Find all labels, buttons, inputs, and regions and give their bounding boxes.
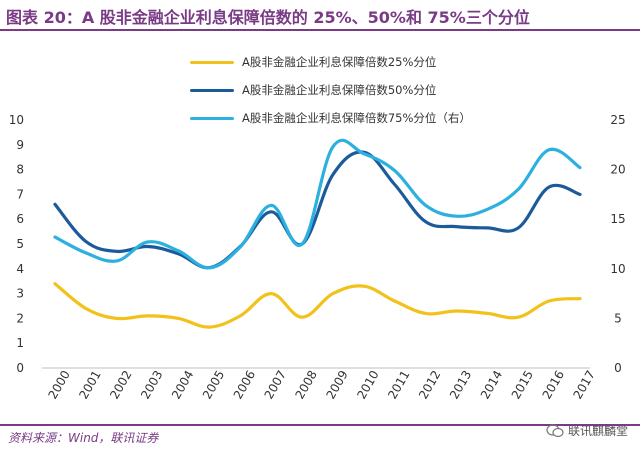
footer-divider (0, 424, 640, 426)
right-axis-tick-label: 15 (610, 212, 625, 226)
left-axis-tick-label: 4 (16, 262, 24, 276)
left-axis-tick-label: 5 (16, 237, 24, 251)
x-axis-tick-label: 2008 (293, 368, 320, 401)
x-axis-tick-label: 2013 (447, 368, 474, 401)
left-axis-tick-label: 6 (16, 212, 24, 226)
x-axis-tick-label: 2012 (416, 368, 443, 401)
x-axis-tick-label: 2007 (262, 368, 289, 401)
left-axis-tick-label: 1 (16, 336, 24, 350)
right-axis-tick-label: 5 (614, 311, 622, 325)
x-axis-tick-label: 2014 (478, 368, 505, 401)
right-axis-tick-label: 0 (614, 361, 622, 375)
x-axis-tick-label: 2002 (107, 368, 134, 401)
series-line-25pct (53, 282, 582, 329)
x-axis-tick-label: 2003 (138, 368, 165, 401)
x-axis-tick-label: 2009 (323, 368, 350, 401)
x-axis-tick-label: 2000 (45, 368, 72, 401)
x-axis-tick-label: 2017 (570, 368, 597, 401)
left-axis-tick-label: 8 (16, 163, 24, 177)
x-axis-tick-label: 2010 (354, 368, 381, 401)
left-axis-tick-label: 10 (9, 113, 24, 127)
series-line-50pct (53, 150, 582, 270)
watermark: 联讯麒麟堂 (546, 422, 628, 439)
left-axis-tick-label: 9 (16, 138, 24, 152)
legend: A股非金融企业利息保障倍数25%分位 A股非金融企业利息保障倍数50%分位 A股… (190, 48, 471, 132)
x-axis-tick-label: 2004 (169, 368, 196, 401)
right-axis-tick-label: 20 (610, 163, 625, 177)
legend-label-75: A股非金融企业利息保障倍数75%分位（右） (242, 111, 471, 125)
left-axis-tick-label: 7 (16, 187, 24, 201)
legend-swatch-75 (190, 116, 234, 120)
left-axis-tick-label: 3 (16, 287, 24, 301)
legend-item-25: A股非金融企业利息保障倍数25%分位 (190, 48, 471, 76)
right-axis-tick-label: 10 (610, 262, 625, 276)
title-divider (0, 29, 640, 31)
right-axis-tick-label: 25 (610, 113, 625, 127)
watermark-text: 联讯麒麟堂 (567, 424, 628, 438)
legend-item-50: A股非金融企业利息保障倍数50%分位 (190, 76, 471, 104)
legend-item-75: A股非金融企业利息保障倍数75%分位（右） (190, 104, 471, 132)
x-axis-tick-label: 2006 (231, 368, 258, 401)
x-axis-tick-label: 2015 (509, 368, 536, 401)
legend-swatch-25 (190, 60, 234, 64)
series-line-75pct (53, 138, 582, 270)
source-note: 资料来源：Wind，联讯证券 (8, 431, 159, 445)
wechat-icon (546, 423, 564, 437)
left-axis-tick-label: 2 (16, 311, 24, 325)
chart-title: 图表 20：A 股非金融企业利息保障倍数的 25%、50%和 75%三个分位 (6, 8, 530, 27)
x-axis-tick-label: 2005 (200, 368, 227, 401)
legend-label-25: A股非金融企业利息保障倍数25%分位 (242, 55, 437, 69)
x-axis-tick-label: 2001 (76, 368, 103, 401)
legend-swatch-50 (190, 88, 234, 92)
x-axis-tick-label: 2016 (540, 368, 567, 401)
legend-label-50: A股非金融企业利息保障倍数50%分位 (242, 83, 437, 97)
x-axis-tick-label: 2011 (385, 368, 412, 401)
left-axis-tick-label: 0 (16, 361, 24, 375)
